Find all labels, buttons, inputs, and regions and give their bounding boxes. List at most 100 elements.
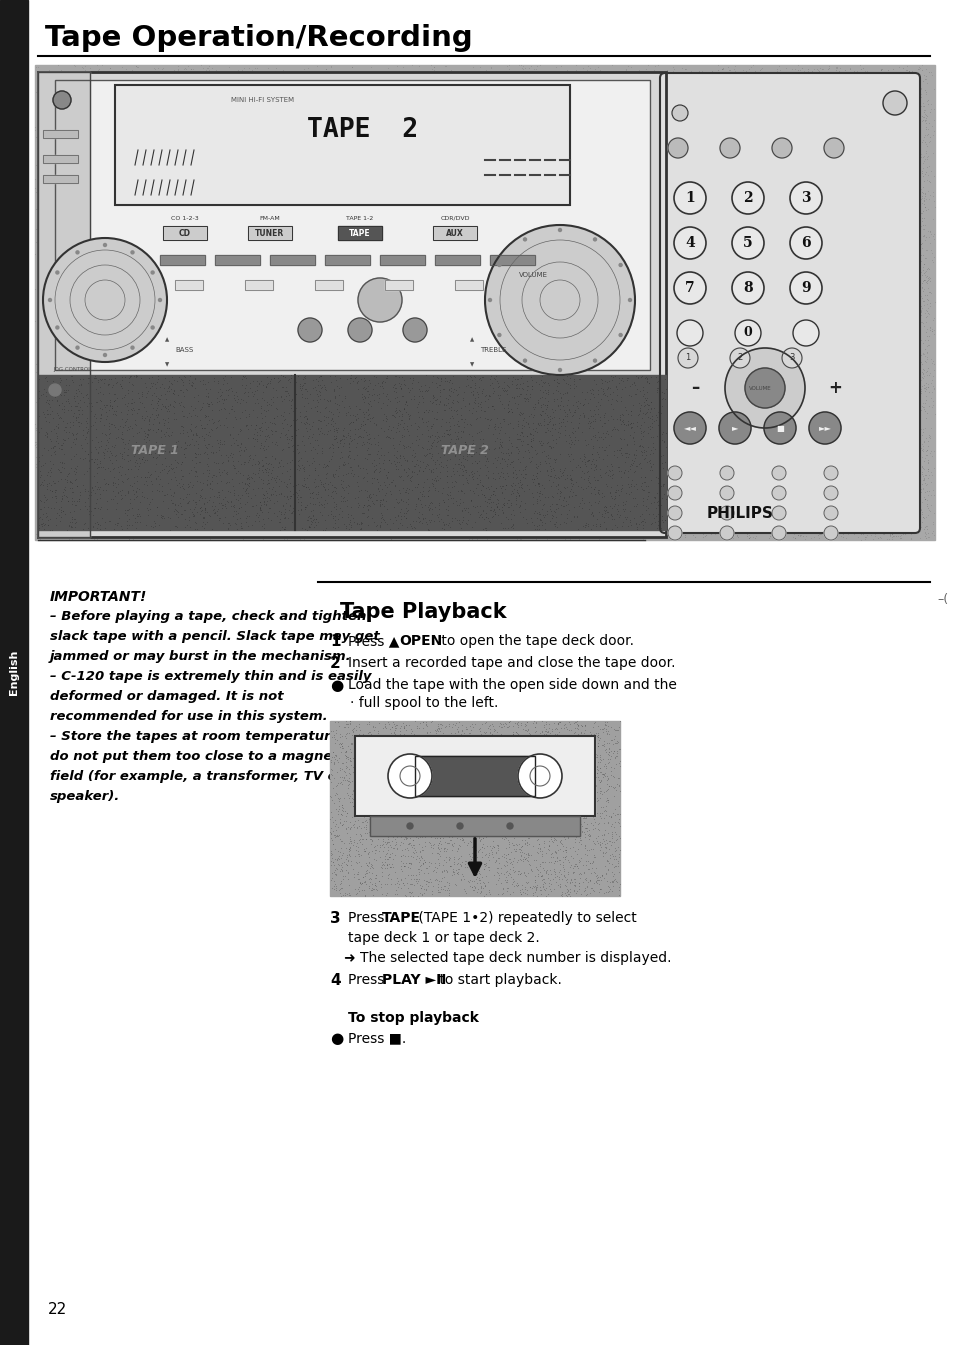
Point bbox=[464, 402, 479, 424]
Point bbox=[680, 174, 696, 195]
Point bbox=[68, 508, 83, 530]
Point bbox=[253, 180, 268, 202]
Point bbox=[802, 328, 818, 350]
Point bbox=[512, 383, 527, 405]
Point bbox=[565, 862, 580, 884]
Point bbox=[846, 113, 862, 134]
Point bbox=[185, 399, 200, 421]
Point bbox=[68, 428, 83, 449]
Point bbox=[761, 525, 777, 546]
Point bbox=[505, 816, 520, 838]
Point bbox=[561, 741, 577, 763]
Point bbox=[590, 153, 605, 175]
Point bbox=[335, 404, 350, 425]
Point bbox=[684, 418, 700, 440]
Point bbox=[449, 394, 464, 416]
Point bbox=[712, 175, 727, 196]
Point bbox=[883, 325, 899, 347]
Point bbox=[880, 445, 895, 467]
Point bbox=[840, 327, 855, 348]
Point bbox=[387, 235, 402, 257]
Point bbox=[832, 265, 847, 286]
Point bbox=[470, 842, 485, 863]
Point bbox=[786, 527, 801, 549]
Point bbox=[701, 174, 717, 195]
Point bbox=[859, 113, 874, 134]
Point bbox=[895, 74, 910, 95]
Point bbox=[223, 71, 238, 93]
Point bbox=[403, 820, 418, 842]
Point bbox=[866, 81, 882, 102]
Point bbox=[457, 452, 473, 473]
Point bbox=[735, 293, 750, 315]
Point bbox=[632, 156, 647, 178]
Point bbox=[606, 417, 621, 438]
Point bbox=[517, 136, 532, 157]
Point bbox=[688, 100, 703, 121]
Point bbox=[163, 382, 178, 404]
Point bbox=[775, 300, 790, 321]
Point bbox=[771, 59, 786, 81]
Point bbox=[870, 200, 885, 222]
Point bbox=[703, 496, 719, 518]
Point bbox=[270, 61, 285, 82]
Point bbox=[892, 311, 907, 332]
Point bbox=[461, 487, 476, 508]
Point bbox=[676, 105, 691, 126]
Point bbox=[759, 385, 774, 406]
Point bbox=[383, 410, 398, 432]
Point bbox=[278, 391, 294, 413]
Point bbox=[619, 360, 635, 382]
Point bbox=[558, 145, 574, 167]
Point bbox=[706, 249, 721, 270]
Point bbox=[561, 713, 577, 734]
Point bbox=[874, 412, 889, 433]
Point bbox=[689, 389, 704, 410]
Point bbox=[201, 409, 216, 430]
Point bbox=[597, 496, 612, 518]
Point bbox=[759, 63, 774, 85]
Point bbox=[438, 371, 454, 393]
Point bbox=[709, 472, 724, 494]
Point bbox=[55, 140, 71, 161]
Point bbox=[480, 488, 496, 510]
Point bbox=[555, 857, 570, 878]
Point bbox=[757, 194, 772, 215]
Point bbox=[175, 477, 191, 499]
Point bbox=[843, 211, 859, 233]
Point bbox=[374, 461, 389, 483]
Point bbox=[869, 364, 884, 386]
Point bbox=[400, 420, 416, 441]
Point bbox=[909, 320, 924, 342]
Text: (TAPE 1•2) repeatedly to select: (TAPE 1•2) repeatedly to select bbox=[414, 911, 636, 925]
Point bbox=[477, 827, 493, 849]
Point bbox=[707, 202, 722, 223]
Point bbox=[527, 881, 542, 902]
Point bbox=[830, 270, 845, 292]
Point bbox=[119, 196, 134, 218]
Point bbox=[519, 763, 535, 784]
Point bbox=[363, 853, 378, 874]
Point bbox=[778, 58, 793, 79]
Point bbox=[893, 369, 908, 390]
Point bbox=[766, 277, 781, 299]
Point bbox=[558, 507, 574, 529]
Point bbox=[53, 297, 69, 319]
Point bbox=[719, 503, 734, 525]
Point bbox=[495, 465, 510, 487]
Point bbox=[671, 495, 686, 516]
Point bbox=[414, 406, 429, 428]
Point bbox=[770, 245, 785, 266]
Point bbox=[230, 226, 245, 247]
Point bbox=[302, 487, 317, 508]
Point bbox=[868, 133, 883, 155]
Point bbox=[923, 369, 939, 390]
Point bbox=[478, 385, 494, 406]
Point bbox=[353, 265, 368, 286]
Point bbox=[340, 714, 355, 736]
Point bbox=[696, 234, 711, 256]
Point bbox=[428, 861, 443, 882]
Point bbox=[348, 161, 363, 183]
Point bbox=[728, 499, 743, 521]
Point bbox=[425, 75, 440, 97]
